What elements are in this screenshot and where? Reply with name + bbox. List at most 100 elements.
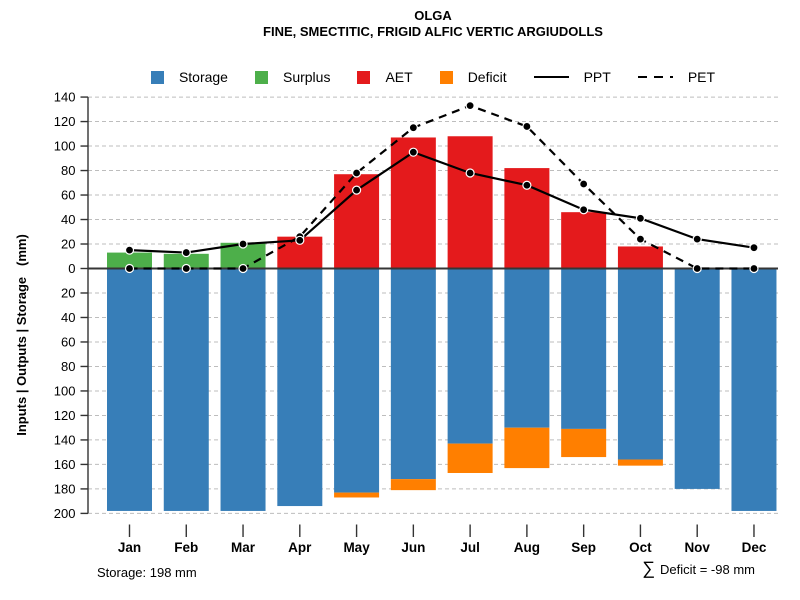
ppt-point (635, 213, 646, 223)
deficit-sum-text: Deficit = -98 mm (660, 562, 755, 577)
pet-point (351, 168, 362, 178)
aet-bar (447, 136, 493, 269)
ppt-point (124, 245, 135, 255)
month-label: Dec (742, 540, 767, 555)
ppt-point (238, 239, 248, 249)
storage-bar (731, 268, 777, 511)
aet-bar (617, 246, 663, 269)
legend-swatch-aet-icon (357, 70, 371, 84)
pet-point (238, 263, 248, 274)
month-label: Jul (460, 540, 480, 555)
storage-bar (107, 268, 152, 511)
legend-item-pet: PET (637, 69, 716, 85)
storage-bar (674, 268, 720, 489)
storage-capacity-note: Storage: 198 mm (97, 565, 197, 580)
legend-label: Surplus (282, 69, 331, 85)
y-tick-label: 80 (61, 163, 75, 178)
legend-swatch-storage-icon (150, 70, 164, 84)
y-tick-label: 60 (61, 335, 75, 350)
chart-legend: Storage Surplus AET Deficit PPT PET (88, 66, 778, 88)
y-tick-label: 120 (54, 408, 76, 423)
pet-point (124, 263, 135, 274)
storage-bar (390, 268, 436, 480)
ppt-point (522, 180, 532, 190)
y-tick-label: 180 (54, 481, 76, 496)
month-label: Apr (288, 540, 312, 555)
ppt-point (692, 234, 702, 244)
ppt-point (579, 205, 589, 215)
y-tick-label: 20 (61, 237, 75, 252)
y-tick-label: 60 (61, 188, 75, 203)
y-tick-label: 200 (54, 506, 76, 521)
storage-bar (334, 268, 380, 493)
legend-label: Deficit (467, 69, 507, 85)
deficit-bar (561, 428, 607, 458)
pet-point (692, 263, 702, 274)
ppt-point (295, 235, 305, 245)
ppt-point (465, 168, 475, 178)
y-tick-label: 100 (54, 384, 76, 399)
storage-bar (617, 268, 663, 460)
aet-bar (561, 212, 607, 269)
legend-label: AET (385, 69, 413, 85)
storage-bar (561, 268, 607, 429)
y-tick-label: 40 (61, 310, 75, 325)
storage-bar (163, 268, 209, 511)
month-label: Oct (629, 540, 652, 555)
ppt-point (351, 185, 362, 195)
legend-swatch-deficit-icon (439, 70, 453, 84)
ppt-point (408, 147, 418, 157)
legend-item-surplus: Surplus (254, 69, 331, 85)
storage-bar (447, 268, 493, 444)
month-label: Jan (118, 540, 141, 555)
y-tick-label: 140 (54, 432, 76, 447)
aet-bar (390, 137, 436, 269)
storage-bar (504, 268, 550, 428)
y-tick-label: 160 (54, 457, 76, 472)
month-label: Jun (401, 540, 425, 555)
storage-bar (277, 268, 323, 507)
month-label: Mar (231, 540, 256, 555)
month-label: May (343, 540, 370, 555)
legend-swatch-pet-line-icon (637, 75, 673, 79)
y-tick-label: 40 (61, 212, 75, 227)
deficit-bar (504, 427, 550, 469)
legend-item-storage: Storage (150, 69, 228, 85)
storage-bar (220, 268, 266, 511)
chart-titles: OLGA FINE, SMECTITIC, FRIGID ALFIC VERTI… (88, 8, 778, 40)
sigma-icon: ∑ (642, 558, 655, 578)
surplus-bar (107, 252, 152, 269)
deficit-bar (447, 443, 493, 473)
legend-swatch-ppt-line-icon (533, 76, 569, 78)
pet-point (635, 234, 646, 244)
y-tick-label: 100 (54, 139, 76, 154)
y-tick-label: 80 (61, 359, 75, 374)
y-tick-label: 20 (61, 286, 75, 301)
pet-point (579, 179, 589, 189)
ppt-point (181, 247, 191, 258)
month-label: Aug (514, 540, 540, 555)
chart-subtitle: FINE, SMECTITIC, FRIGID ALFIC VERTIC ARG… (263, 24, 603, 39)
legend-label: PPT (583, 69, 611, 85)
pet-line (129, 104, 754, 270)
legend-item-deficit: Deficit (439, 69, 507, 85)
pet-point (749, 263, 759, 274)
ppt-line (129, 150, 755, 254)
pet-point (408, 123, 418, 133)
deficit-bar (334, 492, 380, 498)
month-label: Sep (571, 540, 596, 555)
legend-item-aet: AET (357, 69, 413, 85)
chart-title: OLGA (414, 8, 452, 23)
legend-swatch-surplus-icon (254, 70, 268, 84)
pet-point (465, 101, 475, 111)
y-tick-label: 120 (54, 114, 76, 129)
month-label: Nov (684, 540, 710, 555)
pet-point (522, 121, 532, 132)
y-tick-label: 140 (54, 90, 76, 105)
pet-point (181, 263, 191, 274)
deficit-bar (617, 459, 663, 466)
month-label: Feb (174, 540, 198, 555)
legend-label: PET (687, 69, 716, 85)
